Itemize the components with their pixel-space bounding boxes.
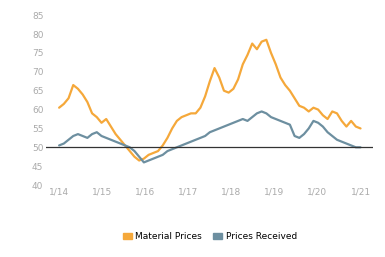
- Legend: Material Prices, Prices Received: Material Prices, Prices Received: [119, 228, 300, 245]
